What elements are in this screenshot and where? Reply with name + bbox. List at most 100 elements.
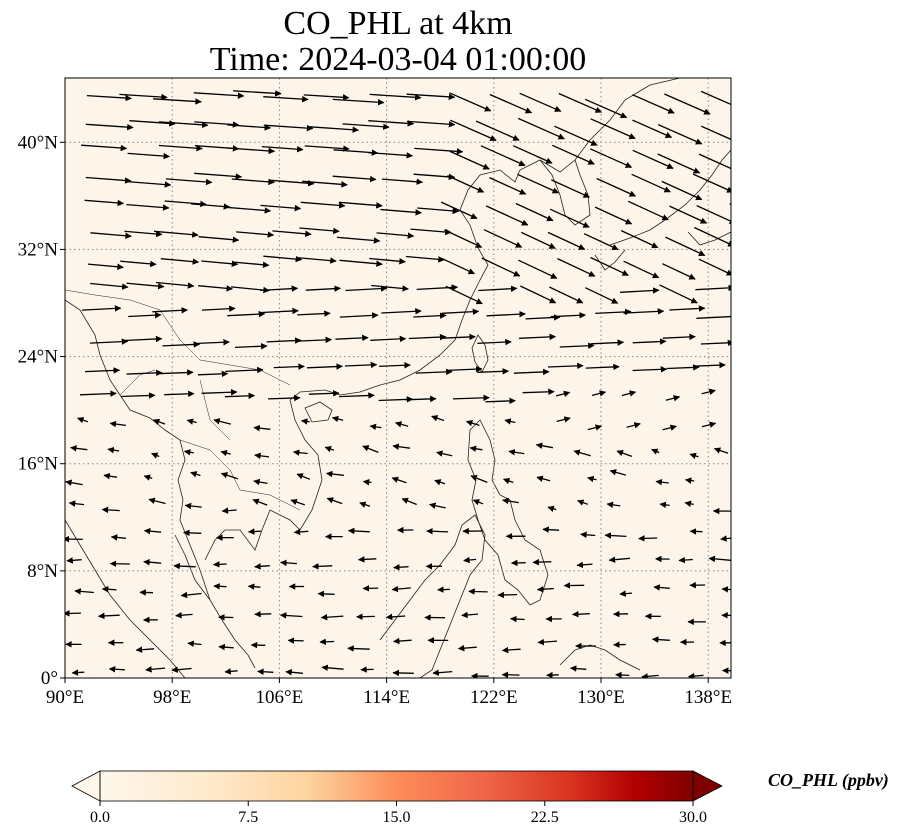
wind-vector xyxy=(571,610,590,618)
wind-vector xyxy=(739,343,777,345)
wind-vector xyxy=(549,286,584,304)
wind-vector xyxy=(445,285,483,305)
wind-vector xyxy=(369,93,422,101)
wind-vector xyxy=(305,285,341,292)
wind-vector xyxy=(224,668,238,675)
wind-vector xyxy=(304,145,350,152)
wind-vector xyxy=(734,91,775,109)
wind-vector xyxy=(312,563,333,570)
wind-vector xyxy=(413,312,447,319)
wind-vector xyxy=(687,672,704,678)
wind-vector xyxy=(623,260,660,279)
wind-vector xyxy=(71,669,85,676)
wind-vector xyxy=(85,123,134,131)
wind-vector xyxy=(517,173,559,194)
wind-vector xyxy=(729,203,731,206)
wind-vector xyxy=(608,556,631,563)
wind-vector xyxy=(158,121,209,129)
wind-vector xyxy=(153,98,202,105)
wind-vector xyxy=(391,476,407,484)
wind-vector xyxy=(669,305,706,312)
wind-vector xyxy=(362,478,372,486)
wind-vector xyxy=(665,395,681,402)
wind-vector xyxy=(193,92,245,99)
wind-vector xyxy=(89,338,129,345)
wind-vector xyxy=(379,361,411,369)
wind-vector xyxy=(201,388,238,396)
wind-vector xyxy=(369,423,382,431)
wind-vector xyxy=(119,93,168,101)
wind-vector xyxy=(127,152,171,160)
wind-vector xyxy=(324,445,335,453)
wind-vector xyxy=(194,172,243,180)
wind-vector xyxy=(263,124,314,132)
colorbar-ticks: 0.0 7.5 15.0 22.5 30.0 xyxy=(90,801,707,826)
wind-vector xyxy=(65,479,83,486)
wind-vector xyxy=(410,228,452,236)
wind-vector xyxy=(231,178,275,186)
wind-vector xyxy=(457,644,477,652)
wind-vector xyxy=(332,98,385,106)
wind-vector xyxy=(393,564,409,571)
wind-vector xyxy=(616,450,633,458)
wind-vector xyxy=(508,449,525,456)
wind-vector xyxy=(576,561,593,569)
wind-vector xyxy=(155,281,195,289)
wind-vector xyxy=(415,368,453,376)
wind-vector xyxy=(296,473,311,480)
wind-vector xyxy=(306,363,343,370)
wind-vector xyxy=(732,177,772,195)
wind-vector xyxy=(535,442,554,449)
wind-vector xyxy=(342,123,390,130)
wind-vector xyxy=(432,669,453,676)
lon-tick-label: 122°E xyxy=(470,687,518,708)
wind-vector xyxy=(416,284,459,291)
wind-vector xyxy=(263,255,303,263)
wind-vector xyxy=(577,499,589,506)
wind-vector xyxy=(502,477,514,485)
wind-vector xyxy=(66,557,82,564)
lat-ticks: 0° 8°N 16°N 24°N 32°N 40°N xyxy=(18,132,65,689)
wind-vector xyxy=(87,263,124,271)
wind-vector xyxy=(285,669,303,676)
wind-vector xyxy=(394,421,409,428)
wind-vector xyxy=(252,498,268,506)
wind-vector xyxy=(520,285,557,304)
wind-vector xyxy=(197,370,229,378)
wind-vector xyxy=(143,558,162,566)
wind-vector xyxy=(191,203,231,210)
lat-tick-label: 0° xyxy=(41,668,58,689)
wind-vector xyxy=(655,478,669,486)
wind-vector xyxy=(730,473,731,480)
wind-vector xyxy=(657,153,701,174)
wind-vector xyxy=(221,507,237,514)
wind-vector xyxy=(152,418,166,425)
wind-vector xyxy=(234,343,268,350)
map-frame xyxy=(64,77,732,679)
wind-vector xyxy=(469,445,483,452)
wind-vector xyxy=(735,397,749,401)
wind-vector xyxy=(525,314,561,321)
wind-vector xyxy=(405,255,445,263)
wind-vector xyxy=(126,369,163,377)
wind-vector xyxy=(272,230,312,238)
wind-vector xyxy=(380,208,422,216)
wind-vector xyxy=(148,497,166,505)
wind-vector xyxy=(651,636,670,643)
wind-vector xyxy=(698,258,731,276)
wind-vector xyxy=(186,418,197,425)
wind-vector xyxy=(220,472,238,480)
wind-vector xyxy=(158,144,203,152)
wind-vector xyxy=(273,363,305,370)
wind-vector xyxy=(381,308,422,315)
wind-vector xyxy=(547,231,586,250)
wind-vector xyxy=(309,126,360,133)
wind-vector xyxy=(173,562,196,570)
wind-vector xyxy=(740,119,779,136)
lon-tick-label: 114°E xyxy=(363,687,410,708)
wind-vector xyxy=(632,149,674,169)
colorbar: 0.0 7.5 15.0 22.5 30.0 xyxy=(71,770,723,826)
wind-vector xyxy=(194,121,240,128)
colorbar-label: CO_PHL (ppbv) xyxy=(768,770,889,790)
map-background xyxy=(65,78,731,678)
